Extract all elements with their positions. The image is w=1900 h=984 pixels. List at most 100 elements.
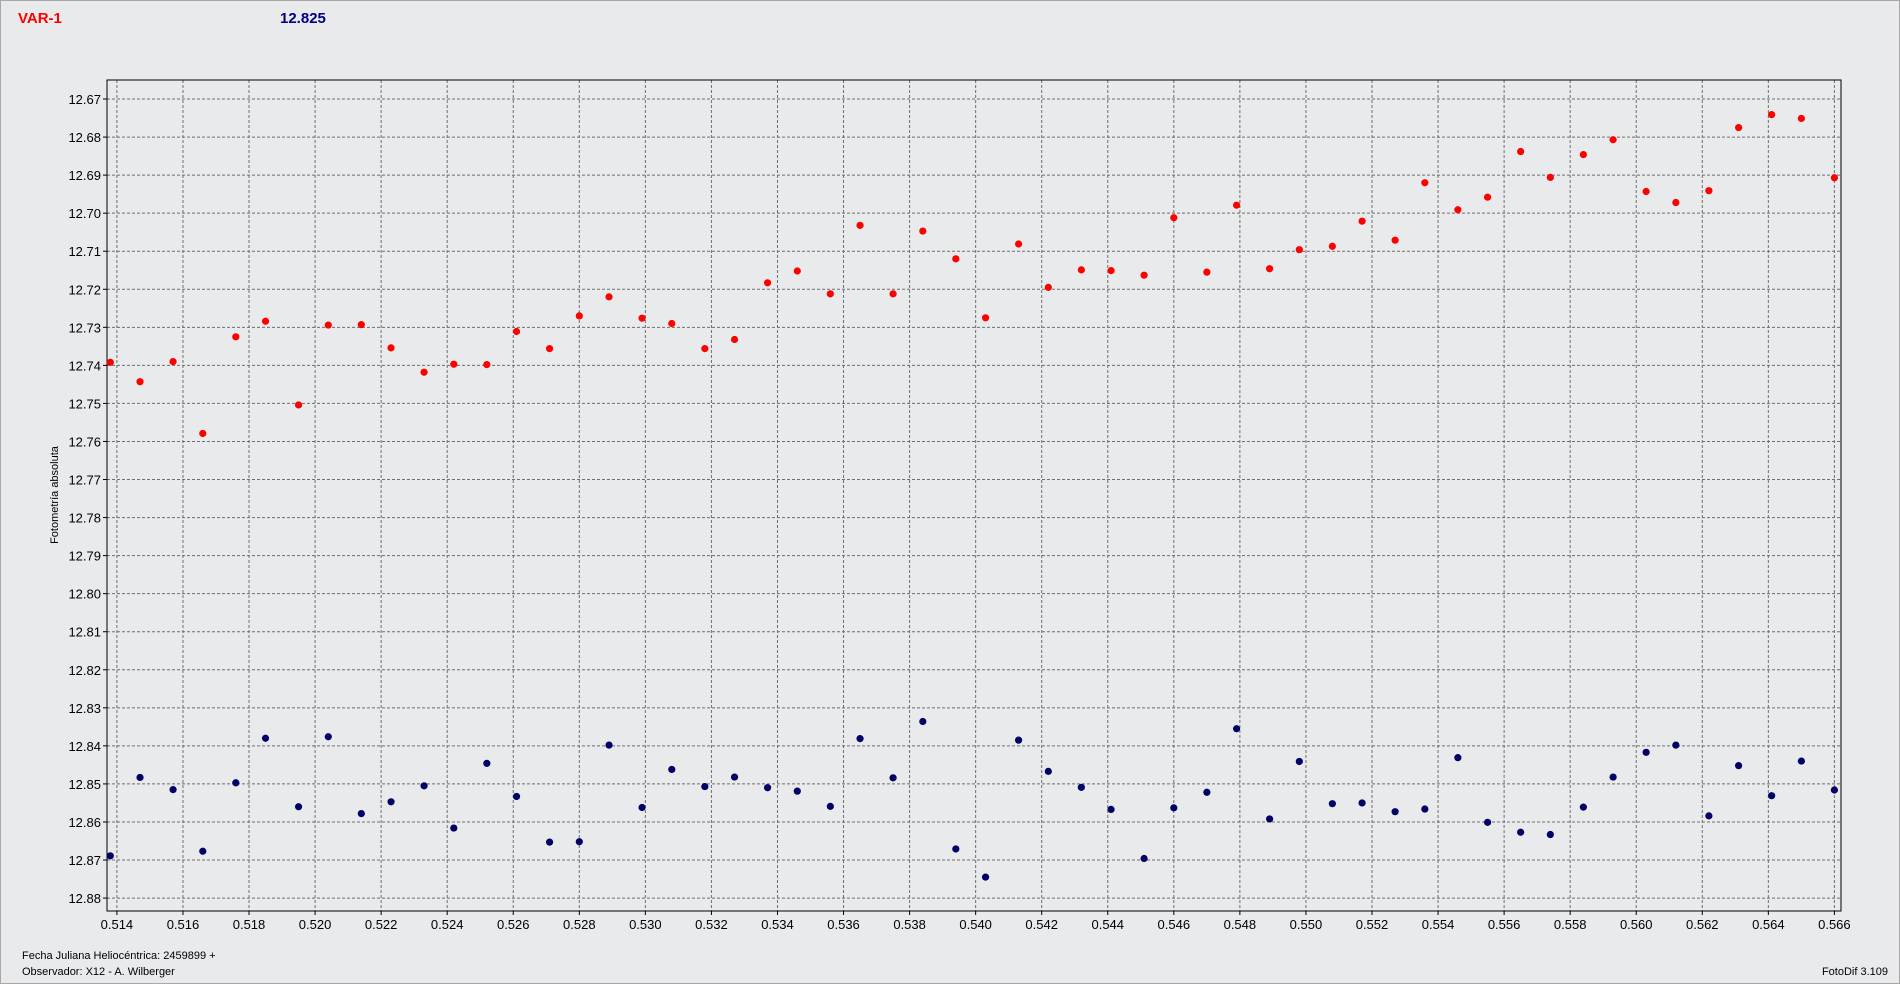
y-tick-label: 12.85 <box>68 777 101 792</box>
data-point-s2 <box>1295 757 1303 766</box>
data-point-s2 <box>1735 762 1743 770</box>
data-point-s1 <box>1328 242 1336 250</box>
x-tick-label: 0.544 <box>1091 917 1124 932</box>
data-point-s1 <box>545 345 554 353</box>
data-point-s1 <box>136 378 144 386</box>
data-point-s2 <box>1546 830 1554 839</box>
data-point-s1 <box>1266 265 1274 273</box>
data-point-s1 <box>106 358 114 366</box>
data-point-s1 <box>232 333 240 341</box>
data-point-s1 <box>1107 267 1115 275</box>
y-tick-label: 12.70 <box>68 206 101 221</box>
y-tick-label: 12.76 <box>68 434 101 449</box>
reference-value: 12.825 <box>280 10 326 27</box>
y-tick-label: 12.67 <box>68 92 101 107</box>
data-point-s1 <box>1483 193 1492 201</box>
data-point-s1 <box>763 279 772 287</box>
data-point-s2 <box>1454 754 1462 762</box>
data-point-s1 <box>1358 217 1366 225</box>
data-point-s2 <box>545 838 554 846</box>
y-tick-label: 12.84 <box>68 739 101 754</box>
x-tick-label: 0.528 <box>563 917 596 932</box>
data-point-s2 <box>1077 783 1085 791</box>
y-tick-label: 12.68 <box>68 130 101 145</box>
y-tick-label: 12.80 <box>68 587 101 602</box>
data-point-s1 <box>1044 283 1052 291</box>
data-point-s2 <box>1107 805 1115 814</box>
y-tick-label: 12.83 <box>68 701 101 716</box>
data-point-s2 <box>668 765 676 774</box>
data-point-s1 <box>575 312 583 320</box>
x-tick-label: 0.538 <box>893 917 926 932</box>
data-point-s2 <box>387 798 395 806</box>
y-tick-label: 12.74 <box>68 358 101 373</box>
x-tick-label: 0.560 <box>1620 917 1653 932</box>
data-point-s2 <box>701 782 709 791</box>
data-point-s2 <box>856 735 864 743</box>
data-point-s2 <box>512 792 521 801</box>
plot-area <box>107 80 1841 911</box>
variable-label: VAR-1 <box>18 10 62 27</box>
x-tick-label: 0.552 <box>1356 917 1389 932</box>
data-point-s2 <box>1421 805 1429 813</box>
data-point-s1 <box>1830 174 1838 182</box>
data-point-s2 <box>1705 812 1713 820</box>
x-tick-label: 0.518 <box>233 917 266 932</box>
data-point-s2 <box>136 773 144 782</box>
x-tick-label: 0.562 <box>1686 917 1719 932</box>
data-point-s2 <box>793 787 801 795</box>
data-point-s2 <box>169 786 177 794</box>
data-point-s1 <box>1705 187 1713 195</box>
x-tick-label: 0.540 <box>959 917 992 932</box>
y-tick-label: 12.71 <box>68 244 101 259</box>
data-point-s1 <box>324 321 332 329</box>
data-point-s1 <box>1140 271 1148 279</box>
data-point-s2 <box>1266 815 1274 823</box>
data-point-s1 <box>1454 206 1462 214</box>
data-point-s2 <box>294 803 303 811</box>
y-tick-label: 12.82 <box>68 663 101 678</box>
data-point-s2 <box>826 802 834 810</box>
x-tick-label: 0.532 <box>695 917 728 932</box>
x-ticks: 0.514 0.516 0.518 0.520 0.522 0.524 0.526 0.528… <box>101 911 1851 932</box>
data-point-s2 <box>199 847 207 855</box>
y-tick-label: 12.79 <box>68 549 101 564</box>
data-point-s1 <box>1203 268 1211 276</box>
plot-border <box>106 79 1842 912</box>
data-point-s1 <box>1295 246 1303 254</box>
data-point-s2 <box>730 773 739 781</box>
data-point-s2 <box>483 759 491 767</box>
data-point-s2 <box>763 784 772 792</box>
grid <box>107 80 1841 911</box>
data-point-s2 <box>919 717 927 726</box>
data-point-s1 <box>1735 123 1743 132</box>
data-point-s2 <box>1642 748 1650 756</box>
data-point-s1 <box>1546 173 1554 182</box>
data-point-s1 <box>387 344 395 352</box>
data-point-s2 <box>1232 725 1241 733</box>
data-point-s1 <box>919 227 927 235</box>
data-point-s2 <box>324 733 332 741</box>
x-tick-label: 0.516 <box>167 917 200 932</box>
y-tick-label: 12.72 <box>68 282 101 297</box>
data-point-s2 <box>1797 757 1805 765</box>
data-point-s2 <box>575 838 583 846</box>
data-point-s1 <box>357 321 365 329</box>
y-tick-label: 12.81 <box>68 625 101 640</box>
data-point-s2 <box>889 774 897 782</box>
y-tick-label: 12.86 <box>68 815 101 830</box>
data-point-s2 <box>1609 773 1617 781</box>
data-point-s1 <box>889 290 897 298</box>
data-point-s2 <box>357 809 365 818</box>
data-point-s2 <box>981 873 990 881</box>
data-point-s1 <box>730 335 739 344</box>
data-point-s1 <box>793 267 801 275</box>
data-point-s1 <box>294 401 303 409</box>
data-point-s2 <box>1830 786 1838 794</box>
x-tick-label: 0.534 <box>761 917 794 932</box>
data-point-s2 <box>1044 767 1052 775</box>
data-point-s1 <box>605 293 613 301</box>
y-tick-label: 12.77 <box>68 473 101 488</box>
data-point-s2 <box>261 734 270 742</box>
x-tick-label: 0.546 <box>1158 917 1191 932</box>
